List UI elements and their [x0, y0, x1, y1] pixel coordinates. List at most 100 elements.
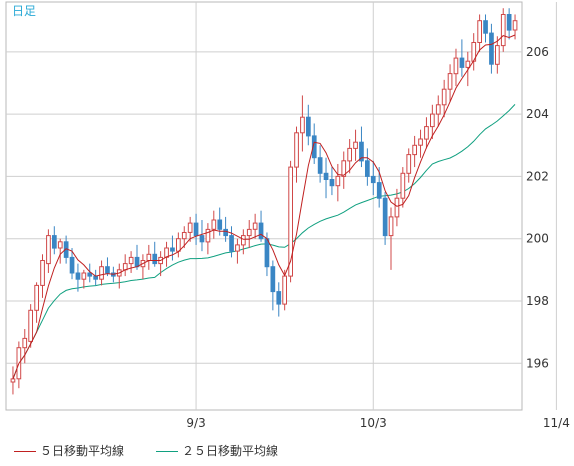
y-tick-label: 204 — [526, 107, 549, 121]
candle-body — [181, 232, 187, 240]
y-tick-label: 200 — [526, 232, 549, 246]
candle-body — [306, 116, 311, 137]
candle — [235, 238, 240, 264]
candle — [430, 104, 435, 140]
candle-body — [489, 32, 494, 65]
candle-body — [347, 147, 352, 162]
candle-body — [294, 132, 299, 168]
candle-body — [223, 228, 229, 237]
candle-body — [365, 160, 370, 177]
candle — [152, 241, 158, 267]
candle-body — [276, 291, 282, 305]
candle — [241, 229, 246, 255]
candle-body — [34, 284, 39, 311]
legend-label-ma5: ５日移動平均線 — [40, 444, 125, 458]
candle-body — [388, 216, 394, 237]
candle — [495, 36, 500, 74]
candle — [317, 145, 323, 183]
candle-body — [424, 126, 429, 140]
candle — [187, 216, 193, 242]
candle — [477, 14, 482, 52]
candle — [489, 23, 494, 74]
candle-body — [69, 256, 75, 274]
candle — [465, 51, 471, 87]
candle — [40, 254, 45, 298]
candle — [300, 95, 305, 152]
candle-body — [441, 88, 447, 106]
legend-item-ma5: ５日移動平均線 — [14, 442, 124, 459]
candle-body — [22, 337, 28, 349]
period-label: 日足 — [12, 4, 36, 18]
ma25-layer — [12, 104, 516, 380]
candle — [28, 304, 33, 348]
y-tick-label: 202 — [526, 169, 549, 183]
legend-swatch-ma5 — [14, 451, 36, 452]
ma5-layer — [12, 34, 516, 380]
candle-body — [176, 238, 181, 252]
candle-body — [376, 182, 382, 199]
candle — [81, 269, 87, 289]
candle-body — [10, 378, 16, 383]
legend: ５日移動平均線 ２５日移動平均線 — [0, 436, 574, 462]
candle-body — [483, 20, 488, 34]
legend-label-ma25: ２５日移動平均線 — [182, 444, 279, 458]
candle-body — [288, 166, 293, 277]
candle-body — [317, 157, 323, 174]
candle — [400, 167, 406, 208]
x-tick-label: 9/3 — [186, 416, 205, 430]
candle — [57, 238, 63, 264]
candle — [323, 157, 329, 199]
grid-layer — [6, 2, 557, 410]
candle-body — [75, 272, 81, 280]
candle-body — [105, 266, 110, 274]
candle — [246, 220, 252, 249]
candle-body — [495, 45, 500, 65]
candle — [500, 8, 506, 52]
candle — [506, 8, 512, 40]
candle-body — [453, 57, 459, 75]
candle-body — [447, 73, 453, 90]
candle-body — [512, 20, 518, 31]
candle-body — [406, 154, 412, 174]
candle — [211, 210, 217, 239]
candle — [46, 229, 51, 273]
candle — [388, 207, 394, 270]
candle-body — [400, 172, 406, 199]
candle — [229, 226, 234, 258]
candle-body — [193, 222, 199, 237]
candle — [335, 163, 341, 202]
candle-body — [40, 260, 45, 286]
candle-body — [282, 275, 287, 305]
candle — [382, 191, 388, 245]
candle — [459, 39, 465, 77]
candle-body — [205, 228, 211, 243]
candle — [10, 366, 16, 395]
candle-body — [146, 253, 152, 262]
candle — [441, 79, 447, 118]
candle — [22, 329, 28, 364]
candle — [270, 260, 276, 311]
candle-body — [46, 235, 51, 265]
candle-body — [477, 20, 482, 43]
candle-body — [311, 135, 317, 159]
candle-body — [500, 14, 506, 47]
candle-body — [270, 266, 276, 293]
candle-body — [465, 60, 471, 68]
candle-body — [170, 247, 175, 252]
candle — [359, 126, 364, 168]
candle-body — [258, 222, 264, 240]
candle-body — [394, 197, 400, 218]
candle-body — [229, 235, 234, 252]
candle — [447, 64, 453, 102]
candle — [75, 263, 81, 292]
candle-body — [241, 235, 246, 246]
candle-body — [81, 272, 87, 280]
candle — [99, 260, 104, 286]
candle-body — [459, 57, 465, 68]
candle — [181, 226, 187, 249]
y-tick-label: 206 — [526, 45, 549, 59]
candle-body — [152, 253, 158, 265]
legend-swatch-ma25 — [156, 451, 178, 452]
candle — [412, 135, 417, 168]
